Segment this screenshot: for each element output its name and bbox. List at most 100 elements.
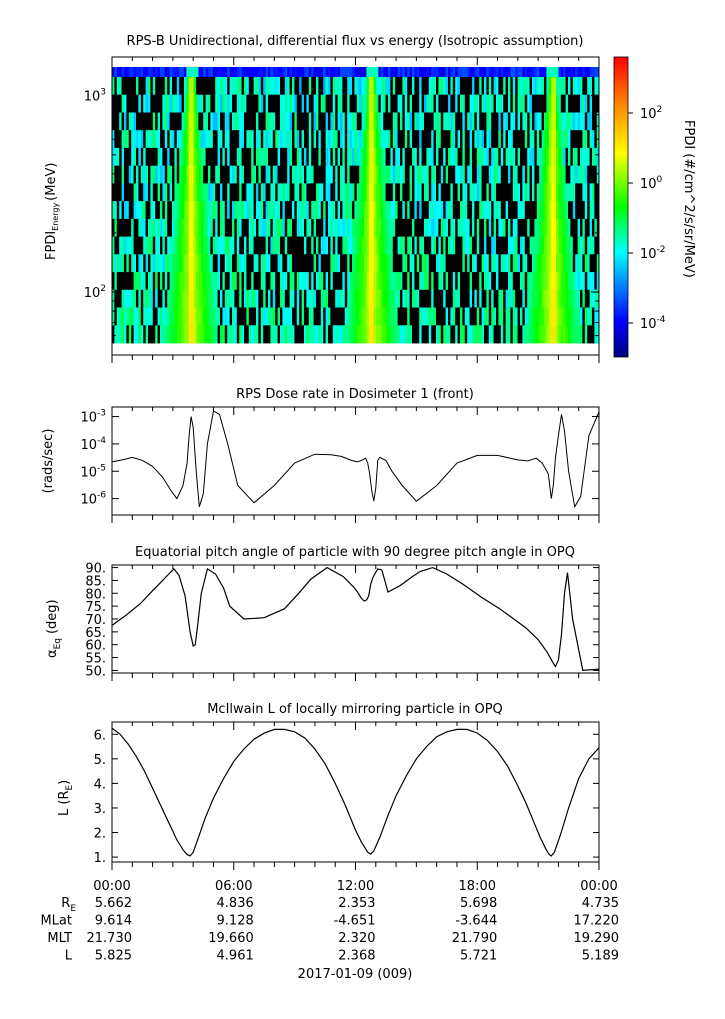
- spectrogram-cell: [200, 77, 204, 96]
- spectrogram-cell: [532, 289, 535, 308]
- spectrogram-cell: [275, 325, 278, 344]
- spectrogram-cell: [524, 67, 528, 77]
- spectrogram-cell: [450, 254, 454, 273]
- spectrogram-cell: [474, 112, 478, 131]
- x-axis-ticks: 00:00 06:00 12:00 18:00 00:00: [93, 57, 618, 894]
- spectrogram-cell: [145, 236, 149, 255]
- spectrogram-cell: [131, 130, 134, 149]
- spectrogram-cell: [196, 165, 199, 184]
- spectrogram-cell: [140, 183, 144, 202]
- spectrogram-cell: [256, 147, 259, 166]
- spectrogram-cell: [210, 289, 214, 308]
- spectrogram-cell: [421, 254, 425, 273]
- spectrogram-cell: [160, 130, 163, 149]
- spectrogram-cell: [234, 94, 238, 113]
- ephemeris-row-label: MLat: [40, 914, 72, 929]
- spectrogram-cell: [570, 165, 574, 184]
- spectrogram-cell: [205, 307, 209, 326]
- spectrogram-cell: [438, 147, 442, 166]
- spectrogram-cell: [371, 67, 374, 77]
- spectrogram-cell: [270, 165, 274, 184]
- spectrogram-cell: [246, 147, 250, 166]
- spectrogram-cell: [371, 201, 374, 220]
- spectrogram-cell: [407, 94, 410, 113]
- spectrogram-cell: [258, 236, 262, 255]
- spectrogram-cell: [580, 94, 583, 113]
- spectrogram-cell: [479, 130, 482, 149]
- spectrogram-cell: [510, 77, 514, 96]
- spectrogram-cell: [361, 307, 365, 326]
- spectrogram-cell: [428, 112, 432, 131]
- spectrogram-cell: [304, 183, 307, 202]
- spectrogram-cell: [388, 201, 391, 220]
- spectrogram-cell: [131, 112, 134, 131]
- spectrogram-cell: [203, 77, 206, 96]
- spectrogram-cell: [294, 254, 298, 273]
- spectrogram-cell: [584, 67, 588, 77]
- spectrogram-cell: [534, 67, 538, 77]
- l-shell-series: [112, 727, 599, 857]
- spectrogram-cell: [114, 67, 118, 77]
- spectrogram-cell: [546, 218, 550, 237]
- spectrogram-cell: [152, 130, 156, 149]
- spectrogram-cell: [133, 165, 137, 184]
- spectrogram-cell: [176, 130, 180, 149]
- spectrogram-cell: [323, 325, 326, 344]
- spectrogram-cell: [193, 325, 197, 344]
- spectrogram-cell: [388, 183, 391, 202]
- spectrogram-cell: [462, 183, 466, 202]
- spectrogram-cell: [469, 236, 473, 255]
- spectrogram-cell: [280, 325, 283, 344]
- spectrogram-cell: [532, 201, 535, 220]
- spectrogram-cell: [469, 183, 473, 202]
- spectrogram-cell: [251, 165, 254, 184]
- spectrogram-cell: [563, 67, 566, 77]
- spectrogram-cell: [592, 165, 595, 184]
- spectrogram-cell: [323, 272, 326, 291]
- spectrogram-cell: [544, 94, 547, 113]
- spectrogram-cell: [476, 201, 480, 220]
- spectrogram-cell: [203, 325, 206, 344]
- spectrogram-cell: [455, 218, 458, 237]
- spectrogram-cell: [241, 218, 245, 237]
- spectrogram-cell: [224, 130, 228, 149]
- spectrogram-cell: [251, 201, 254, 220]
- spectrogram-cell: [289, 67, 293, 77]
- spectrogram-cell: [539, 147, 542, 166]
- spectrogram-cell: [517, 183, 521, 202]
- spectrogram-cell: [191, 183, 194, 202]
- spectrogram-cell: [536, 67, 540, 77]
- spectrogram-cell: [464, 77, 468, 96]
- spectrogram-cell: [361, 289, 365, 308]
- spectrogram-cell: [150, 201, 154, 220]
- spectrogram-cell: [277, 77, 281, 96]
- spectrogram-cell: [148, 289, 151, 308]
- spectrogram-cell: [138, 112, 142, 131]
- spectrogram-cell: [457, 77, 461, 96]
- spectrogram-cell: [376, 218, 379, 237]
- spectrogram-cell: [594, 307, 598, 326]
- spectrogram-cell: [570, 147, 574, 166]
- spectrogram-cell: [428, 307, 432, 326]
- spectrogram-cell: [236, 289, 240, 308]
- spectrogram-cell: [488, 147, 492, 166]
- spectrogram-cell: [491, 67, 494, 77]
- spectrogram-cell: [467, 289, 470, 308]
- spectrogram-cell: [558, 183, 562, 202]
- spectrogram-cell: [162, 201, 166, 220]
- spectrogram-cell: [376, 272, 379, 291]
- spectrogram-cell: [421, 289, 425, 308]
- spectrogram-cell: [452, 254, 456, 273]
- spectrogram-cell: [160, 272, 163, 291]
- spectrogram-cell: [500, 77, 504, 96]
- spectrogram-cell: [174, 77, 178, 96]
- spectrogram-cell: [476, 236, 480, 255]
- spectrogram-cell: [128, 94, 132, 113]
- spectrogram-cell: [515, 147, 518, 166]
- spectrogram-cell: [272, 218, 276, 237]
- spectrogram-cell: [284, 254, 288, 273]
- spectrogram-cell: [544, 272, 547, 291]
- spectrogram-cell: [488, 183, 492, 202]
- spectrogram-cell: [364, 112, 367, 131]
- spectrogram-cell: [148, 130, 151, 149]
